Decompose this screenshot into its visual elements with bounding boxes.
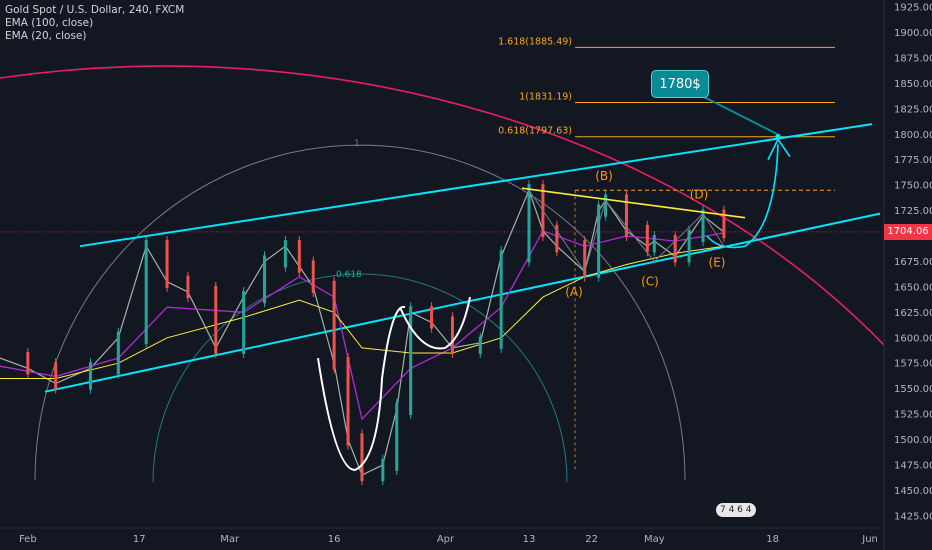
y-tick-label: 1475.00 [894, 460, 932, 471]
candle-body [583, 240, 587, 278]
chart-legend: Gold Spot / U.S. Dollar, 240, FXCM EMA (… [5, 4, 184, 43]
y-tick-label: 1875.00 [894, 53, 932, 64]
candle-body [673, 235, 677, 263]
wave-label: (C) [641, 275, 659, 289]
handle-curve [399, 296, 471, 350]
legend-ema20: EMA (20, close) [5, 30, 87, 42]
y-tick-label: 1600.00 [894, 333, 932, 344]
candle-body [395, 402, 399, 472]
x-tick-label: Apr [437, 534, 455, 545]
triangle-upper-line [521, 187, 746, 219]
y-tick-label: 1900.00 [894, 28, 932, 39]
y-tick-label: 1550.00 [894, 384, 932, 395]
x-tick-label: Mar [220, 534, 240, 545]
candle-body [381, 458, 385, 482]
y-tick-label: 1575.00 [894, 359, 932, 370]
candle-body [165, 240, 169, 288]
candle-body [597, 204, 601, 278]
x-tick-label: 22 [585, 534, 598, 545]
wave-label: (D) [690, 187, 709, 201]
target-point [775, 133, 781, 139]
x-tick-label: 13 [523, 534, 536, 545]
target-price-callout: 1780$ [651, 70, 709, 98]
candle-body [297, 240, 301, 273]
wave-label: (E) [709, 255, 726, 269]
y-tick-label: 1850.00 [894, 79, 932, 90]
candle-body [360, 433, 364, 482]
candle-body [450, 316, 454, 355]
y-tick-label: 1675.00 [894, 257, 932, 268]
candle-body [26, 352, 30, 375]
candle-body [242, 290, 246, 355]
candle-body [263, 255, 267, 304]
y-tick-label: 1500.00 [894, 435, 932, 446]
wave-path [528, 189, 725, 273]
y-tick-label: 1775.00 [894, 155, 932, 166]
candle-body [144, 240, 148, 344]
candle-body [722, 209, 726, 239]
candle-body [527, 184, 531, 263]
fib-level-label: 0.618(1797.63) [498, 126, 572, 137]
fib-arc-1 [34, 144, 686, 481]
candle-body [332, 280, 336, 370]
fib-level-label: 1.618(1885.49) [498, 36, 572, 47]
y-tick-label: 1525.00 [894, 410, 932, 421]
candle-body [499, 250, 503, 349]
y-tick-label: 1425.00 [894, 511, 932, 522]
channel-upper-line [79, 123, 873, 248]
candle-body [116, 331, 120, 375]
y-tick-label: 1450.00 [894, 486, 932, 497]
y-tick-label: 1750.00 [894, 181, 932, 192]
y-tick-label: 1650.00 [894, 282, 932, 293]
projection-curve [706, 144, 779, 249]
current-price-label: 1704.06 [884, 223, 932, 240]
candle-body [311, 260, 315, 293]
events-badge[interactable]: 7 4 6 4 [716, 503, 756, 517]
candle-body [652, 235, 656, 253]
candle-body [214, 285, 218, 355]
x-tick-label: May [644, 534, 665, 545]
large-pink-arc [0, 65, 885, 346]
candle-body [283, 240, 287, 268]
arc-label-1: 1 [354, 139, 360, 149]
legend-ema100: EMA (100, close) [5, 17, 94, 29]
fib-level-label: 1(1831.19) [519, 92, 572, 103]
x-tick-label: 18 [766, 534, 779, 545]
x-tick-label: 17 [133, 534, 146, 545]
candle-body [346, 357, 350, 446]
y-tick-label: 1925.00 [894, 3, 932, 14]
candle-body [88, 362, 92, 390]
x-tick-label: Feb [19, 534, 37, 545]
projection-arrowhead [767, 137, 791, 161]
candle-body [478, 336, 482, 355]
arc-label-0618: 0.618 [336, 270, 362, 280]
channel-lower-line [44, 212, 881, 393]
candle-body [54, 362, 58, 390]
candle-body [645, 224, 649, 253]
x-tick-label: Jun [861, 534, 878, 545]
candle-body [409, 306, 413, 416]
y-tick-label: 1825.00 [894, 104, 932, 115]
candle-body [701, 209, 705, 243]
y-tick-label: 1625.00 [894, 308, 932, 319]
candle-body [186, 275, 190, 299]
candle-body [624, 194, 628, 238]
fib-arc-0618 [152, 273, 568, 483]
candle-body [555, 224, 559, 253]
candle-body [430, 306, 434, 329]
legend-symbol: Gold Spot / U.S. Dollar, 240, FXCM [5, 4, 185, 16]
candle-body [687, 229, 691, 263]
wave-label: (B) [595, 169, 613, 183]
cup-curve [317, 306, 406, 472]
candle-body [604, 194, 608, 217]
ema100-line [0, 245, 724, 379]
wave-label: (A) [565, 285, 583, 299]
y-tick-label: 1725.00 [894, 206, 932, 217]
x-tick-label: 16 [328, 534, 341, 545]
callout-pointer [699, 94, 778, 135]
y-tick-label: 1800.00 [894, 130, 932, 141]
ema20-line [0, 230, 725, 421]
